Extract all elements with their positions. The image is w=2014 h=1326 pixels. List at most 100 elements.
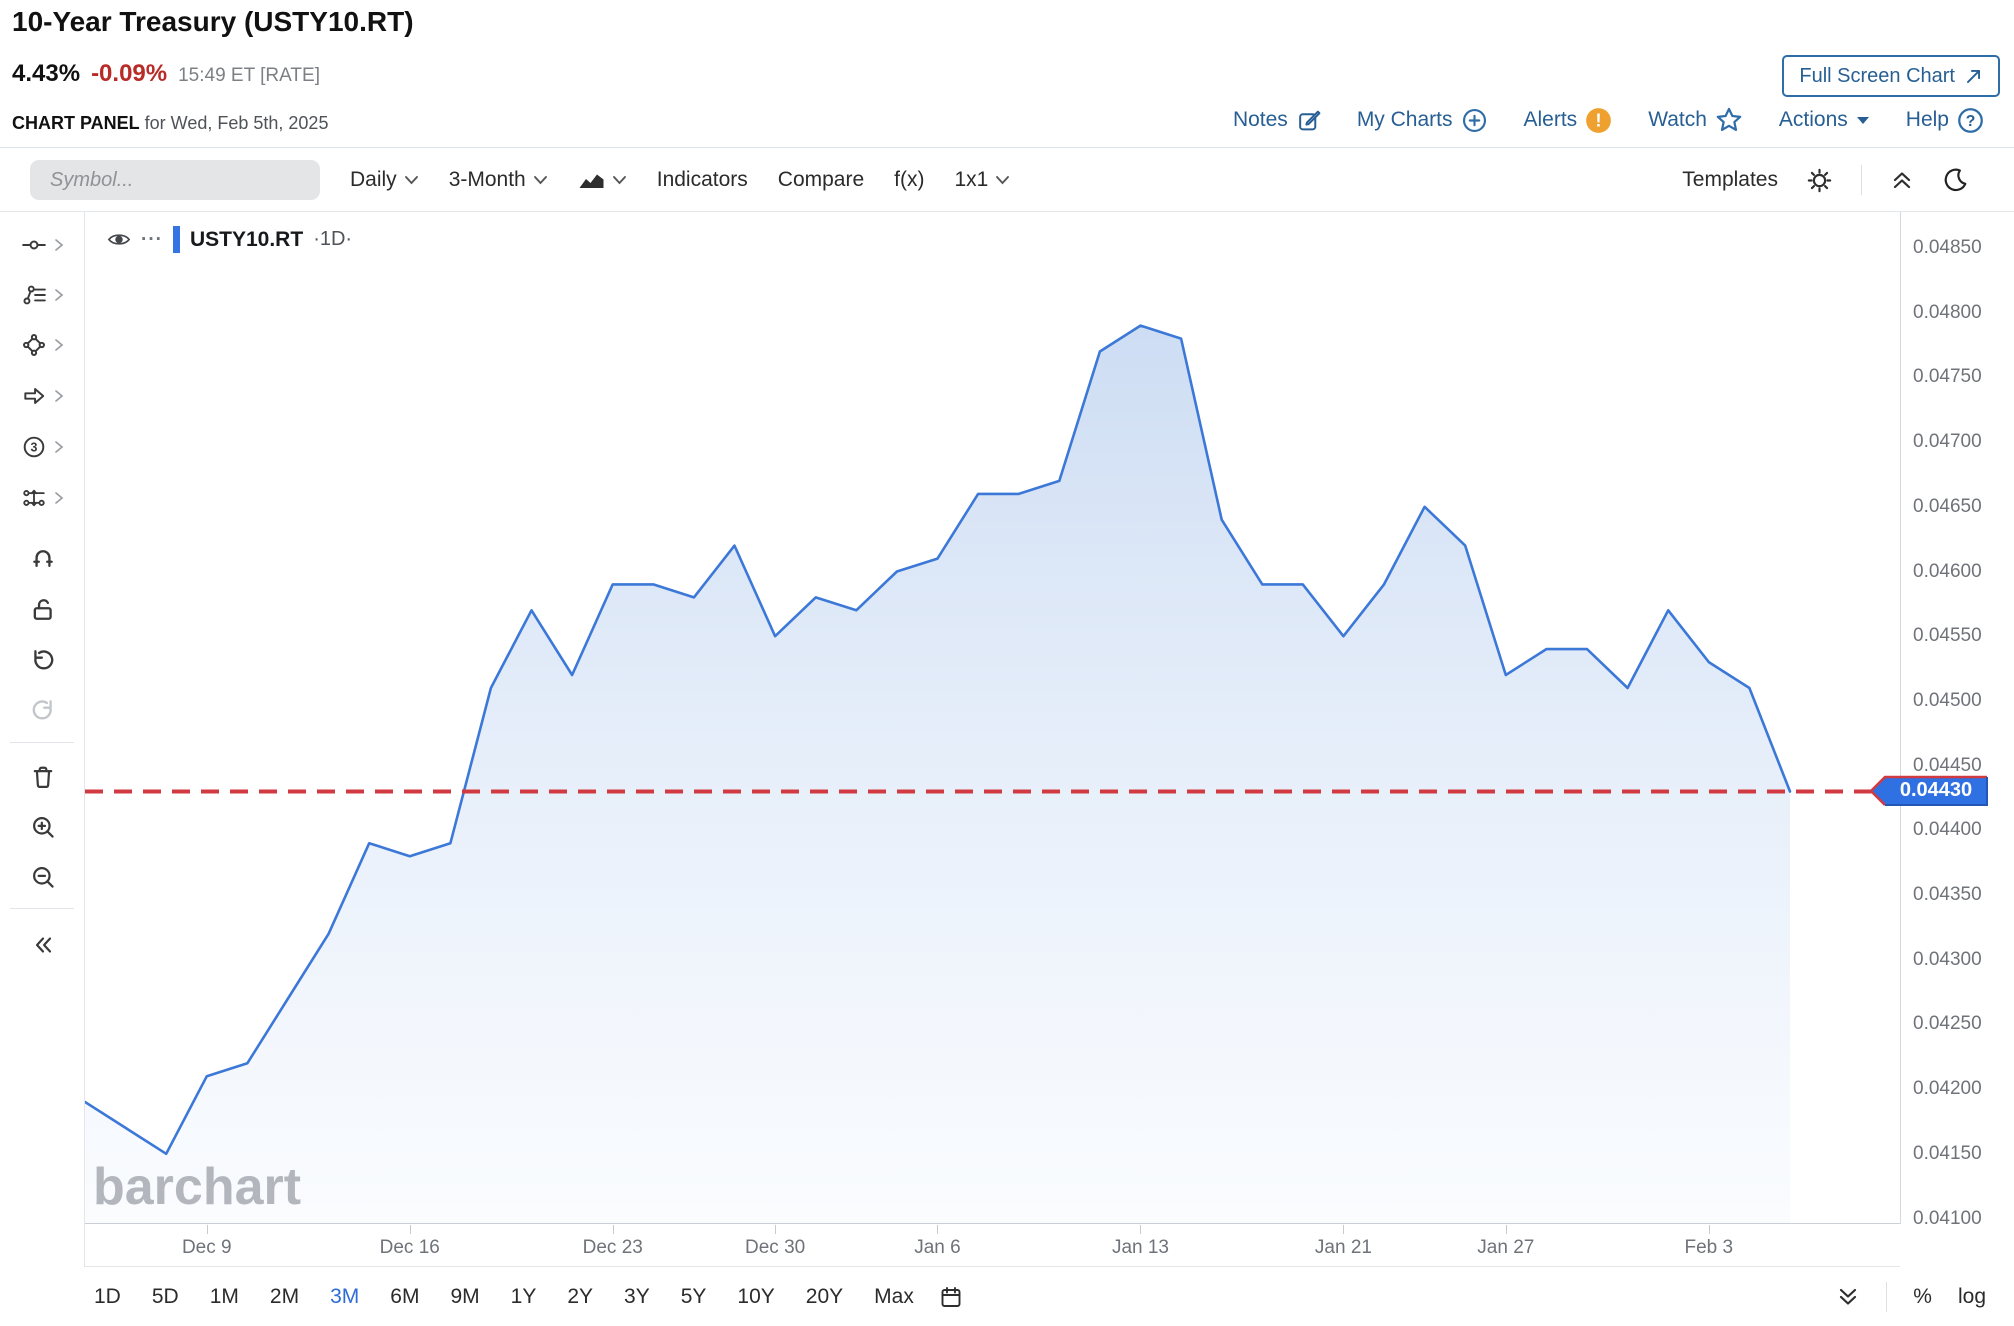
range-button-1d[interactable]: 1D <box>88 1281 127 1313</box>
range-button-5d[interactable]: 5D <box>146 1281 185 1313</box>
y-axis-label: 0.04100 <box>1913 1207 1982 1229</box>
y-axis-label: 0.04750 <box>1913 366 1982 388</box>
x-axis-tick <box>1140 1225 1142 1234</box>
series-legend: ··· USTY10.RT ·1D· <box>107 226 352 253</box>
bottom-toolbar: 1D 5D 1M 2M 3M 6M 9M 1Y 2Y 3Y 5Y 10Y 20Y Max % log <box>0 1267 2014 1326</box>
price-change: -0.09% <box>91 60 168 87</box>
full-screen-chart-button[interactable]: Full Screen Chart <box>1782 55 2000 97</box>
double-chevron-up-icon <box>1893 172 1911 189</box>
help-label: Help <box>1905 108 1949 131</box>
alerts-link[interactable]: Alerts ! <box>1524 107 1613 134</box>
y-axis[interactable]: 0.04850 0.04800 0.04750 0.04700 0.04650 0.046… <box>1900 212 2014 1229</box>
area-chart-svg[interactable] <box>85 212 1900 1224</box>
range-button-6m[interactable]: 6M <box>384 1281 425 1313</box>
bottom-right-controls: % log <box>1836 1267 1986 1326</box>
chevron-right-icon <box>54 441 63 453</box>
templates-label: Templates <box>1682 168 1778 191</box>
range-button-9m[interactable]: 9M <box>444 1281 485 1313</box>
range-button-1m[interactable]: 1M <box>204 1281 245 1313</box>
chart-panel-caption: CHART PANEL for Wed, Feb 5th, 2025 <box>12 113 328 134</box>
watch-link[interactable]: Watch <box>1648 106 1743 134</box>
toolbar-left: Daily 3-Month Indicators Compare f(x) 1x… <box>30 148 1010 212</box>
lock-tool[interactable] <box>0 590 85 630</box>
zoom-out-icon <box>32 867 54 888</box>
measure-pattern-tool[interactable] <box>0 478 85 518</box>
collapse-bottom-button[interactable] <box>1836 1286 1860 1308</box>
redo-button[interactable] <box>0 690 85 730</box>
range-dropdown[interactable]: 3-Month <box>449 168 548 192</box>
measure-pattern-icon <box>22 489 45 507</box>
chart-panel-date: for Wed, Feb 5th, 2025 <box>139 113 329 133</box>
zoom-out-button[interactable] <box>0 857 85 897</box>
calendar-icon <box>941 1286 961 1307</box>
period-dropdown[interactable]: Daily <box>350 168 419 192</box>
watch-label: Watch <box>1648 108 1707 131</box>
double-chevron-down-icon <box>1840 1288 1857 1305</box>
range-button-5y[interactable]: 5Y <box>675 1281 713 1313</box>
notes-link[interactable]: Notes <box>1233 108 1321 133</box>
help-link[interactable]: Help ? <box>1906 107 1984 134</box>
chevron-right-icon <box>54 289 63 301</box>
note-edit-icon <box>1298 110 1321 130</box>
layout-dropdown[interactable]: 1x1 <box>954 168 1010 192</box>
x-axis-label: Dec 16 <box>379 1237 440 1258</box>
fx-button[interactable]: f(x) <box>894 168 924 192</box>
my-charts-link[interactable]: My Charts <box>1357 107 1488 134</box>
symbol-search-input[interactable] <box>50 168 315 192</box>
quote-row: 4.43% -0.09% 15:49 ET [RATE] <box>12 60 320 88</box>
drawing-list-tool[interactable] <box>0 275 85 315</box>
sidebar-divider <box>10 908 74 909</box>
range-button-10y[interactable]: 10Y <box>731 1281 780 1313</box>
x-axis-label: Dec 9 <box>181 1237 232 1258</box>
price-tag-value: 0.04430 <box>1899 779 1973 802</box>
symbol-search-box[interactable] <box>30 160 320 200</box>
series-options-icon[interactable]: ··· <box>141 228 163 250</box>
toolbar-divider <box>1861 165 1862 195</box>
custom-date-range-button[interactable] <box>939 1285 963 1309</box>
log-scale-button[interactable]: log <box>1957 1284 1986 1308</box>
period-dropdown-label: Daily <box>350 168 397 191</box>
chart-type-dropdown[interactable] <box>578 170 627 191</box>
dark-mode-button[interactable] <box>1942 167 1968 193</box>
shapes-tool[interactable] <box>0 325 85 365</box>
actions-label: Actions <box>1778 108 1848 131</box>
range-button-2y[interactable]: 2Y <box>561 1281 599 1313</box>
x-axis-tick <box>206 1225 208 1234</box>
settings-button[interactable] <box>1806 167 1833 194</box>
undo-button[interactable] <box>0 640 85 680</box>
range-button-3m[interactable]: 3M <box>324 1281 365 1313</box>
zoom-in-button[interactable] <box>0 807 85 847</box>
templates-button[interactable]: Templates <box>1682 168 1778 192</box>
layout-label: 1x1 <box>954 168 989 191</box>
number-annotation-tool[interactable]: 3 <box>0 427 85 467</box>
collapse-toolbar-button[interactable] <box>1890 169 1914 191</box>
series-timeframe: ·1D· <box>313 228 353 250</box>
notes-label: Notes <box>1232 108 1288 131</box>
trend-line-tool[interactable] <box>0 225 85 265</box>
eye-icon[interactable] <box>107 231 131 248</box>
actions-link[interactable]: Actions <box>1779 108 1870 132</box>
arrow-annotation-tool[interactable] <box>0 376 85 416</box>
indicators-button[interactable]: Indicators <box>657 168 748 192</box>
header-links: Notes My Charts Alerts ! Watch Actions H… <box>1233 106 1984 134</box>
unlock-icon <box>33 599 52 620</box>
alerts-label: Alerts <box>1523 108 1578 131</box>
magnet-tool[interactable] <box>0 540 85 580</box>
question-circle-icon: ? <box>1958 107 1983 133</box>
chevron-right-icon <box>54 239 63 251</box>
chart-plot-area[interactable]: ··· USTY10.RT ·1D· barchart <box>85 212 1900 1224</box>
chevron-down-icon <box>533 176 547 185</box>
range-button-20y[interactable]: 20Y <box>800 1281 849 1313</box>
x-axis-tick <box>775 1225 777 1234</box>
percent-scale-button[interactable]: % <box>1913 1284 1932 1308</box>
magnet-icon <box>32 550 53 567</box>
range-button-max[interactable]: Max <box>868 1281 920 1313</box>
range-button-3y[interactable]: 3Y <box>618 1281 656 1313</box>
collapse-sidebar-button[interactable] <box>0 925 85 965</box>
range-button-1y[interactable]: 1Y <box>505 1281 543 1313</box>
arrow-right-icon <box>23 387 44 405</box>
compare-button[interactable]: Compare <box>778 168 864 192</box>
delete-drawings-button[interactable] <box>0 757 85 797</box>
range-button-2m[interactable]: 2M <box>264 1281 305 1313</box>
